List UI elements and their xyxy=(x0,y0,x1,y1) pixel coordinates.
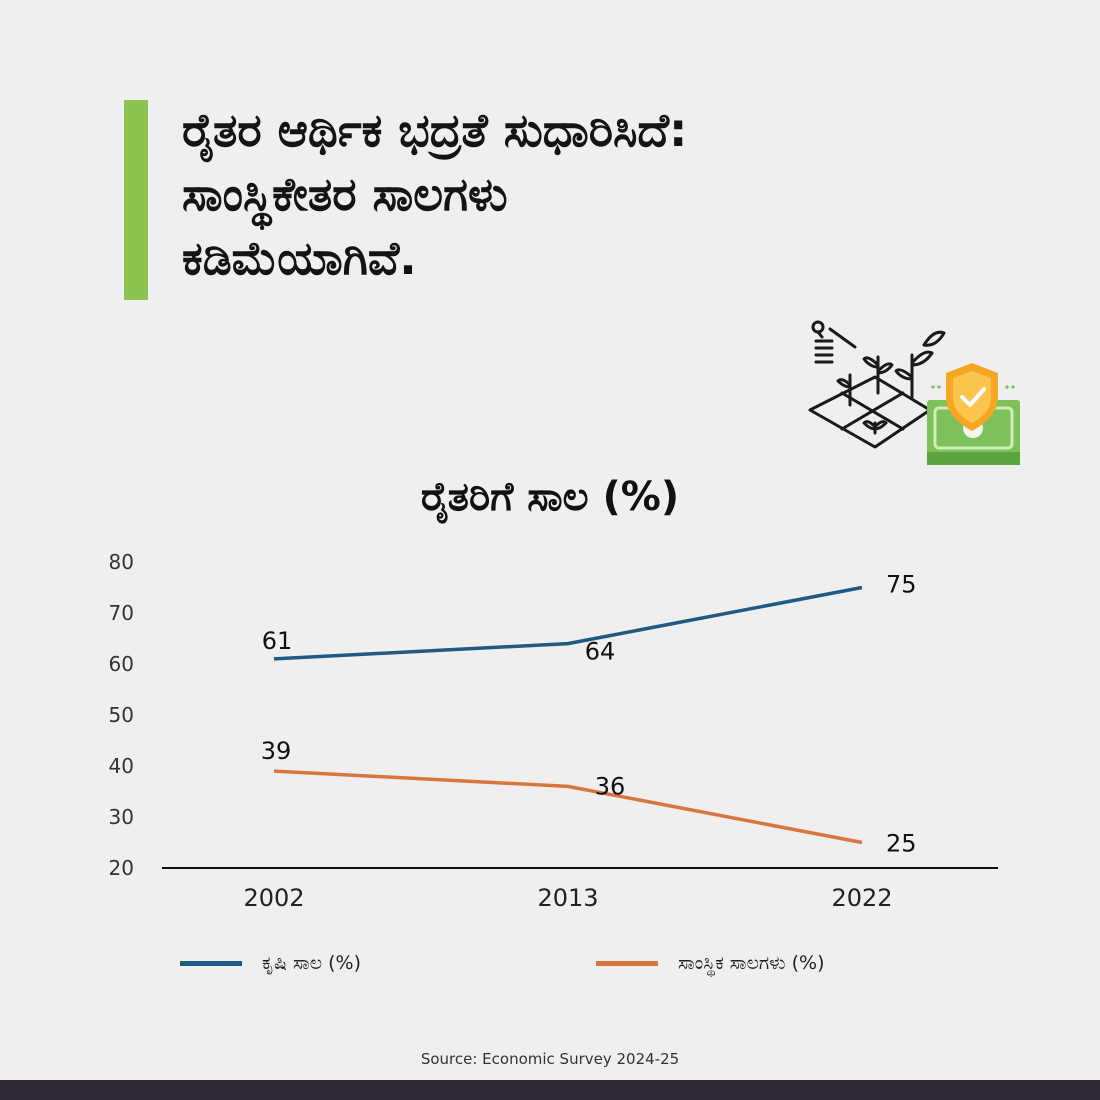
legend-label-non-inst: ಸಾಂಸ್ಥಿಕ ಸಾಲಗಳು (%) xyxy=(678,952,824,974)
data-label: 75 xyxy=(886,571,917,599)
data-label: 36 xyxy=(595,772,626,800)
legend-swatch-agri xyxy=(180,961,242,966)
farm-plot-icon xyxy=(810,322,944,447)
accent-bar xyxy=(124,100,148,300)
headline-line-1: ರೈತರ ಆರ್ಥಿಕ ಭದ್ರತೆ ಸುಧಾರಿಸಿದೆ: xyxy=(182,98,822,162)
legend-item-agri: ಕೃಷಿ ಸಾಲ (%) xyxy=(180,952,361,974)
source-note: Source: Economic Survey 2024-25 xyxy=(0,1050,1100,1068)
legend-swatch-non-inst xyxy=(596,961,658,966)
legend-item-non-inst: ಸಾಂಸ್ಥಿಕ ಸಾಲಗಳು (%) xyxy=(596,952,824,974)
y-tick-label: 20 xyxy=(109,856,134,880)
chart-title: ರೈತರಿಗೆ ಸಾಲ (%) xyxy=(0,474,1100,520)
data-label: 64 xyxy=(585,638,616,666)
line-chart: 20 30 40 50 60 70 80 2002 2013 2022 61 64 75 39 36 25 xyxy=(0,540,1100,920)
y-tick-label: 40 xyxy=(109,754,134,778)
headline: ರೈತರ ಆರ್ಥಿಕ ಭದ್ರತೆ ಸುಧಾರಿಸಿದೆ: ಸಾಂಸ್ಥಿಕೇ… xyxy=(182,98,822,290)
x-tick-label: 2002 xyxy=(243,884,304,912)
series-line-agri xyxy=(274,588,862,659)
headline-line-2: ಸಾಂಸ್ಥಿಕೇತರ ಸಾಲಗಳು xyxy=(182,162,822,226)
y-tick-label: 70 xyxy=(109,601,134,625)
farm-finance-illustration xyxy=(800,315,1030,475)
x-tick-label: 2013 xyxy=(537,884,598,912)
y-tick-label: 60 xyxy=(109,652,134,676)
x-tick-label: 2022 xyxy=(831,884,892,912)
y-tick-label: 30 xyxy=(109,805,134,829)
footer-bar xyxy=(0,1080,1100,1100)
data-label: 61 xyxy=(262,627,293,655)
data-label: 25 xyxy=(886,830,917,858)
y-tick-label: 80 xyxy=(109,550,134,574)
data-label: 39 xyxy=(261,737,292,765)
y-tick-label: 50 xyxy=(109,703,134,727)
headline-line-3: ಕಡಿಮೆಯಾಗಿವೆ. xyxy=(182,226,822,290)
money-shield-icon xyxy=(927,363,1020,465)
series-line-non-inst xyxy=(274,771,862,842)
legend-label-agri: ಕೃಷಿ ಸಾಲ (%) xyxy=(262,952,361,974)
